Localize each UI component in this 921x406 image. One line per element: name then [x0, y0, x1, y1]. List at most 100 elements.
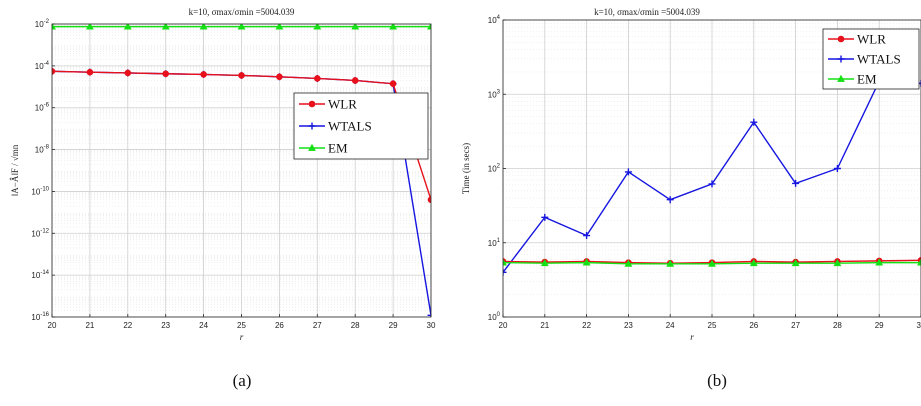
y-tick-label: 10-6	[35, 103, 50, 113]
x-tick-label: 24	[199, 321, 208, 330]
x-tick-label: 21	[540, 321, 549, 330]
y-tick-label: 10-2	[35, 19, 50, 29]
y-tick-label: 10-8	[35, 145, 50, 155]
subfigure-caption: (b)	[707, 371, 727, 390]
data-point-wlr	[86, 68, 94, 76]
data-point-em	[275, 24, 284, 30]
data-point-wlr	[162, 70, 169, 78]
data-point-em	[833, 258, 842, 267]
data-point-wtals	[541, 213, 549, 221]
y-tick-label: 101	[488, 238, 501, 248]
x-axis-label: r	[690, 332, 694, 342]
y-tick-label: 10-12	[31, 228, 49, 238]
data-point-wtals	[833, 165, 841, 172]
y-tick-label: 10-14	[31, 270, 49, 280]
x-tick-label: 20	[48, 321, 57, 330]
data-point-wlr	[200, 71, 207, 78]
data-point-em	[875, 258, 884, 266]
y-tick-label: 10-16	[31, 312, 49, 322]
legend: WLR WTALS EM	[822, 28, 920, 90]
data-point-wlr	[124, 69, 132, 77]
data-point-wtals	[624, 168, 632, 176]
x-tick-label: 27	[791, 321, 800, 330]
y-tick-label: 100	[488, 312, 501, 322]
x-tick-label: 26	[275, 321, 284, 330]
series-group	[503, 77, 921, 276]
x-tick-label: 26	[749, 321, 758, 330]
series-group	[52, 24, 431, 317]
x-tick-label: 30	[917, 321, 921, 330]
data-point-wtals	[427, 311, 431, 317]
data-point-em	[161, 24, 170, 30]
y-tick-label: 102	[488, 164, 501, 174]
x-tick-label: 24	[666, 321, 675, 330]
legend-marker-wtals	[837, 55, 845, 63]
data-point-wlr	[351, 77, 359, 84]
x-tick-label: 28	[351, 321, 360, 330]
data-point-em	[123, 24, 132, 30]
legend-label-wlr: WLR	[857, 32, 886, 47]
grid	[502, 19, 921, 318]
y-tick-label: 10-4	[35, 61, 50, 71]
data-point-em	[503, 258, 507, 266]
data-point-em	[237, 24, 246, 30]
data-point-wtals	[503, 268, 507, 276]
legend-label-em: EM	[328, 141, 348, 156]
y-tick-label: 10-10	[31, 186, 49, 196]
subfigure-caption: (a)	[233, 371, 252, 390]
chart-b: 20 21 22 23 24 25 26 27 28 29 30 100 101 102 103 104 r Ti…	[461, 7, 921, 390]
data-point-wlr	[389, 80, 397, 88]
legend-label-em: EM	[857, 72, 877, 87]
data-point-wlr	[238, 72, 245, 79]
y-tick-label: 103	[488, 89, 501, 99]
data-point-wtals	[583, 232, 591, 240]
x-tick-label: 29	[389, 321, 398, 330]
x-tick-label: 23	[161, 321, 170, 330]
data-point-em	[313, 24, 322, 30]
x-tick-label: 23	[624, 321, 633, 330]
data-point-wtals	[708, 180, 716, 188]
x-tick-label: 22	[582, 321, 591, 330]
legend-label-wlr: WLR	[328, 97, 357, 112]
x-tick-label: 25	[708, 321, 717, 330]
legend-marker-wtals	[308, 122, 316, 130]
data-point-em	[666, 259, 675, 267]
data-point-wlr	[276, 73, 283, 81]
legend-label-wtals: WTALS	[328, 119, 372, 134]
data-point-wtals	[750, 118, 758, 126]
x-tick-label: 28	[833, 321, 842, 330]
tick-labels: 20 21 22 23 24 25 26 27 28 29 30 10-16 10-14 10-12 10-…	[31, 19, 436, 330]
data-point-em	[427, 24, 431, 30]
data-point-em	[389, 24, 398, 30]
data-point-em	[708, 259, 716, 267]
data-point-wlr	[314, 75, 321, 82]
data-point-em	[624, 259, 633, 267]
x-tick-label: 22	[123, 321, 132, 330]
data-point-em	[917, 258, 921, 266]
y-tick-label: 104	[488, 15, 501, 25]
data-point-em	[351, 24, 360, 30]
x-tick-label: 29	[875, 321, 884, 330]
x-tick-label: 21	[85, 321, 94, 330]
data-point-em	[540, 258, 549, 267]
legend: WLR WTALS EM	[293, 92, 429, 160]
data-point-em	[791, 258, 800, 267]
data-point-em	[52, 24, 56, 30]
data-point-wtals	[792, 179, 800, 187]
x-tick-label: 25	[237, 321, 246, 330]
x-tick-label: 20	[499, 321, 508, 330]
legend-marker-em	[837, 74, 845, 82]
x-axis-label: r	[240, 332, 244, 342]
legend-marker-wlr	[308, 100, 316, 108]
chart-title: k=10, σmax/σmin =5004.039	[594, 7, 700, 17]
legend-marker-em	[308, 143, 316, 151]
data-point-em	[749, 258, 758, 267]
tick-labels: 20 21 22 23 24 25 26 27 28 29 30 100 101 102 103 104	[488, 15, 921, 330]
legend-label-wtals: WTALS	[857, 52, 901, 67]
chart-title: k=10, σmax/σmin =5004.039	[189, 7, 295, 17]
y-axis-label: ‖A−Â‖F / √mn	[10, 144, 20, 196]
x-tick-label: 30	[427, 321, 436, 330]
data-point-wtals	[666, 196, 674, 204]
data-point-em	[582, 258, 591, 266]
